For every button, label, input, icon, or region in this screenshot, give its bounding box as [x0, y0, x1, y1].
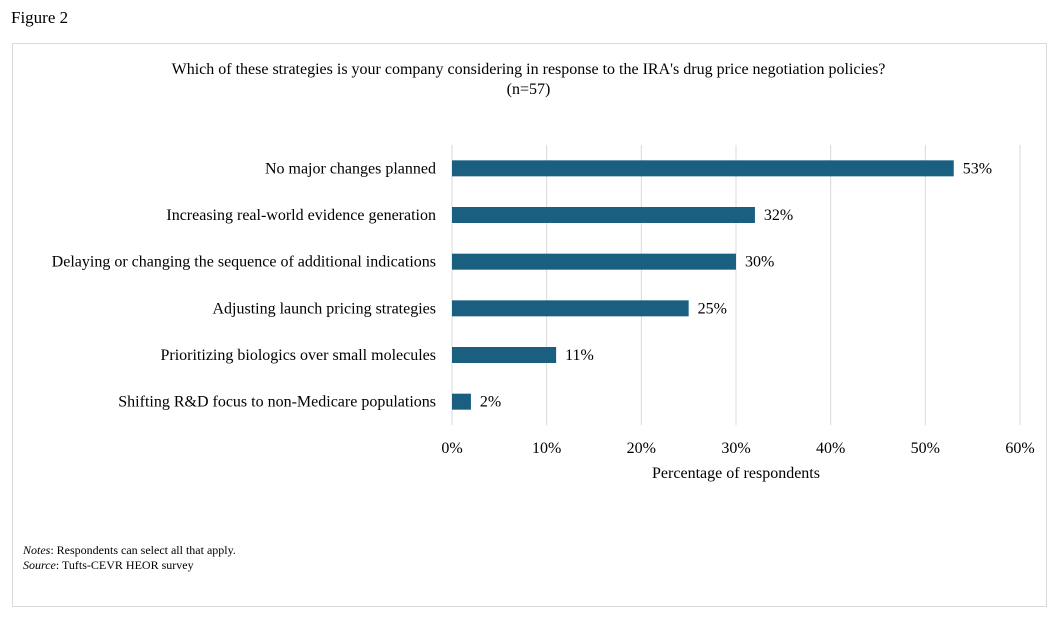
source-text: : Tufts-CEVR HEOR survey — [55, 558, 194, 572]
x-tick-label: 60% — [1005, 440, 1034, 457]
x-tick-label: 40% — [816, 440, 845, 457]
bar — [452, 207, 755, 223]
bar — [452, 300, 689, 317]
chart-title-block: Which of these strategies is your compan… — [0, 60, 1057, 100]
chart-frame — [12, 43, 1047, 607]
data-label: 30% — [745, 254, 774, 271]
category-label: Delaying or changing the sequence of add… — [52, 254, 436, 271]
data-label: 32% — [764, 207, 793, 224]
data-label: 25% — [698, 300, 727, 317]
x-tick-label: 0% — [441, 440, 462, 457]
category-label: Prioritizing biologics over small molecu… — [160, 347, 436, 364]
category-label: Adjusting launch pricing strategies — [212, 300, 436, 317]
data-label: 53% — [963, 160, 992, 177]
data-label: 2% — [480, 394, 501, 411]
notes-block: Notes: Respondents can select all that a… — [23, 543, 236, 573]
figure-label: Figure 2 — [11, 8, 69, 27]
source-label: Source — [23, 558, 56, 572]
x-tick-label: 50% — [911, 440, 940, 457]
bar — [452, 253, 736, 270]
chart-title: Which of these strategies is your compan… — [171, 61, 886, 78]
x-axis-label: Percentage of respondents — [652, 465, 820, 482]
category-label: Shifting R&D focus to non-Medicare popul… — [118, 394, 436, 411]
chart-subtitle: (n=57) — [506, 81, 551, 98]
category-label: Increasing real-world evidence generatio… — [166, 207, 436, 224]
bar — [452, 160, 954, 177]
notes-label: Notes — [23, 543, 51, 557]
x-tick-label: 10% — [532, 440, 561, 457]
category-label: No major changes planned — [265, 160, 436, 177]
notes-text: : Respondents can select all that apply. — [50, 543, 236, 557]
bar — [452, 347, 557, 363]
x-tick-label: 20% — [627, 440, 656, 457]
bar — [452, 393, 471, 410]
data-label: 11% — [565, 347, 594, 364]
x-tick-label: 30% — [721, 440, 750, 457]
